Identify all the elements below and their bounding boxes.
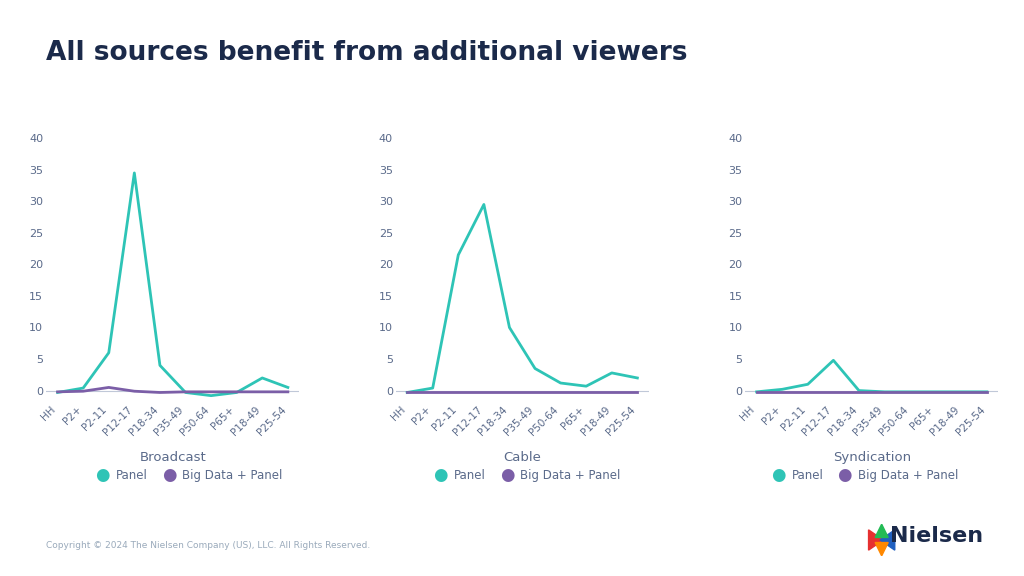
Text: Panel: Panel [116,469,147,482]
Text: ●: ● [838,466,852,484]
Text: All sources benefit from additional viewers: All sources benefit from additional view… [46,40,687,66]
X-axis label: Cable: Cable [504,452,541,464]
Text: Big Data + Panel: Big Data + Panel [520,469,621,482]
Text: ●: ● [771,466,785,484]
Text: Big Data + Panel: Big Data + Panel [182,469,283,482]
Text: ●: ● [95,466,110,484]
Polygon shape [876,543,888,556]
Text: ●: ● [500,466,514,484]
Text: Panel: Panel [792,469,823,482]
Text: ●: ● [162,466,176,484]
Text: Nielsen: Nielsen [890,526,983,545]
Polygon shape [876,524,888,537]
Text: Big Data + Panel: Big Data + Panel [858,469,958,482]
Polygon shape [880,530,895,550]
Text: Copyright © 2024 The Nielsen Company (US), LLC. All Rights Reserved.: Copyright © 2024 The Nielsen Company (US… [46,541,371,551]
Polygon shape [868,530,884,550]
Text: ●: ● [433,466,447,484]
Text: Panel: Panel [454,469,485,482]
X-axis label: Broadcast: Broadcast [139,452,206,464]
X-axis label: Syndication: Syndication [833,452,910,464]
